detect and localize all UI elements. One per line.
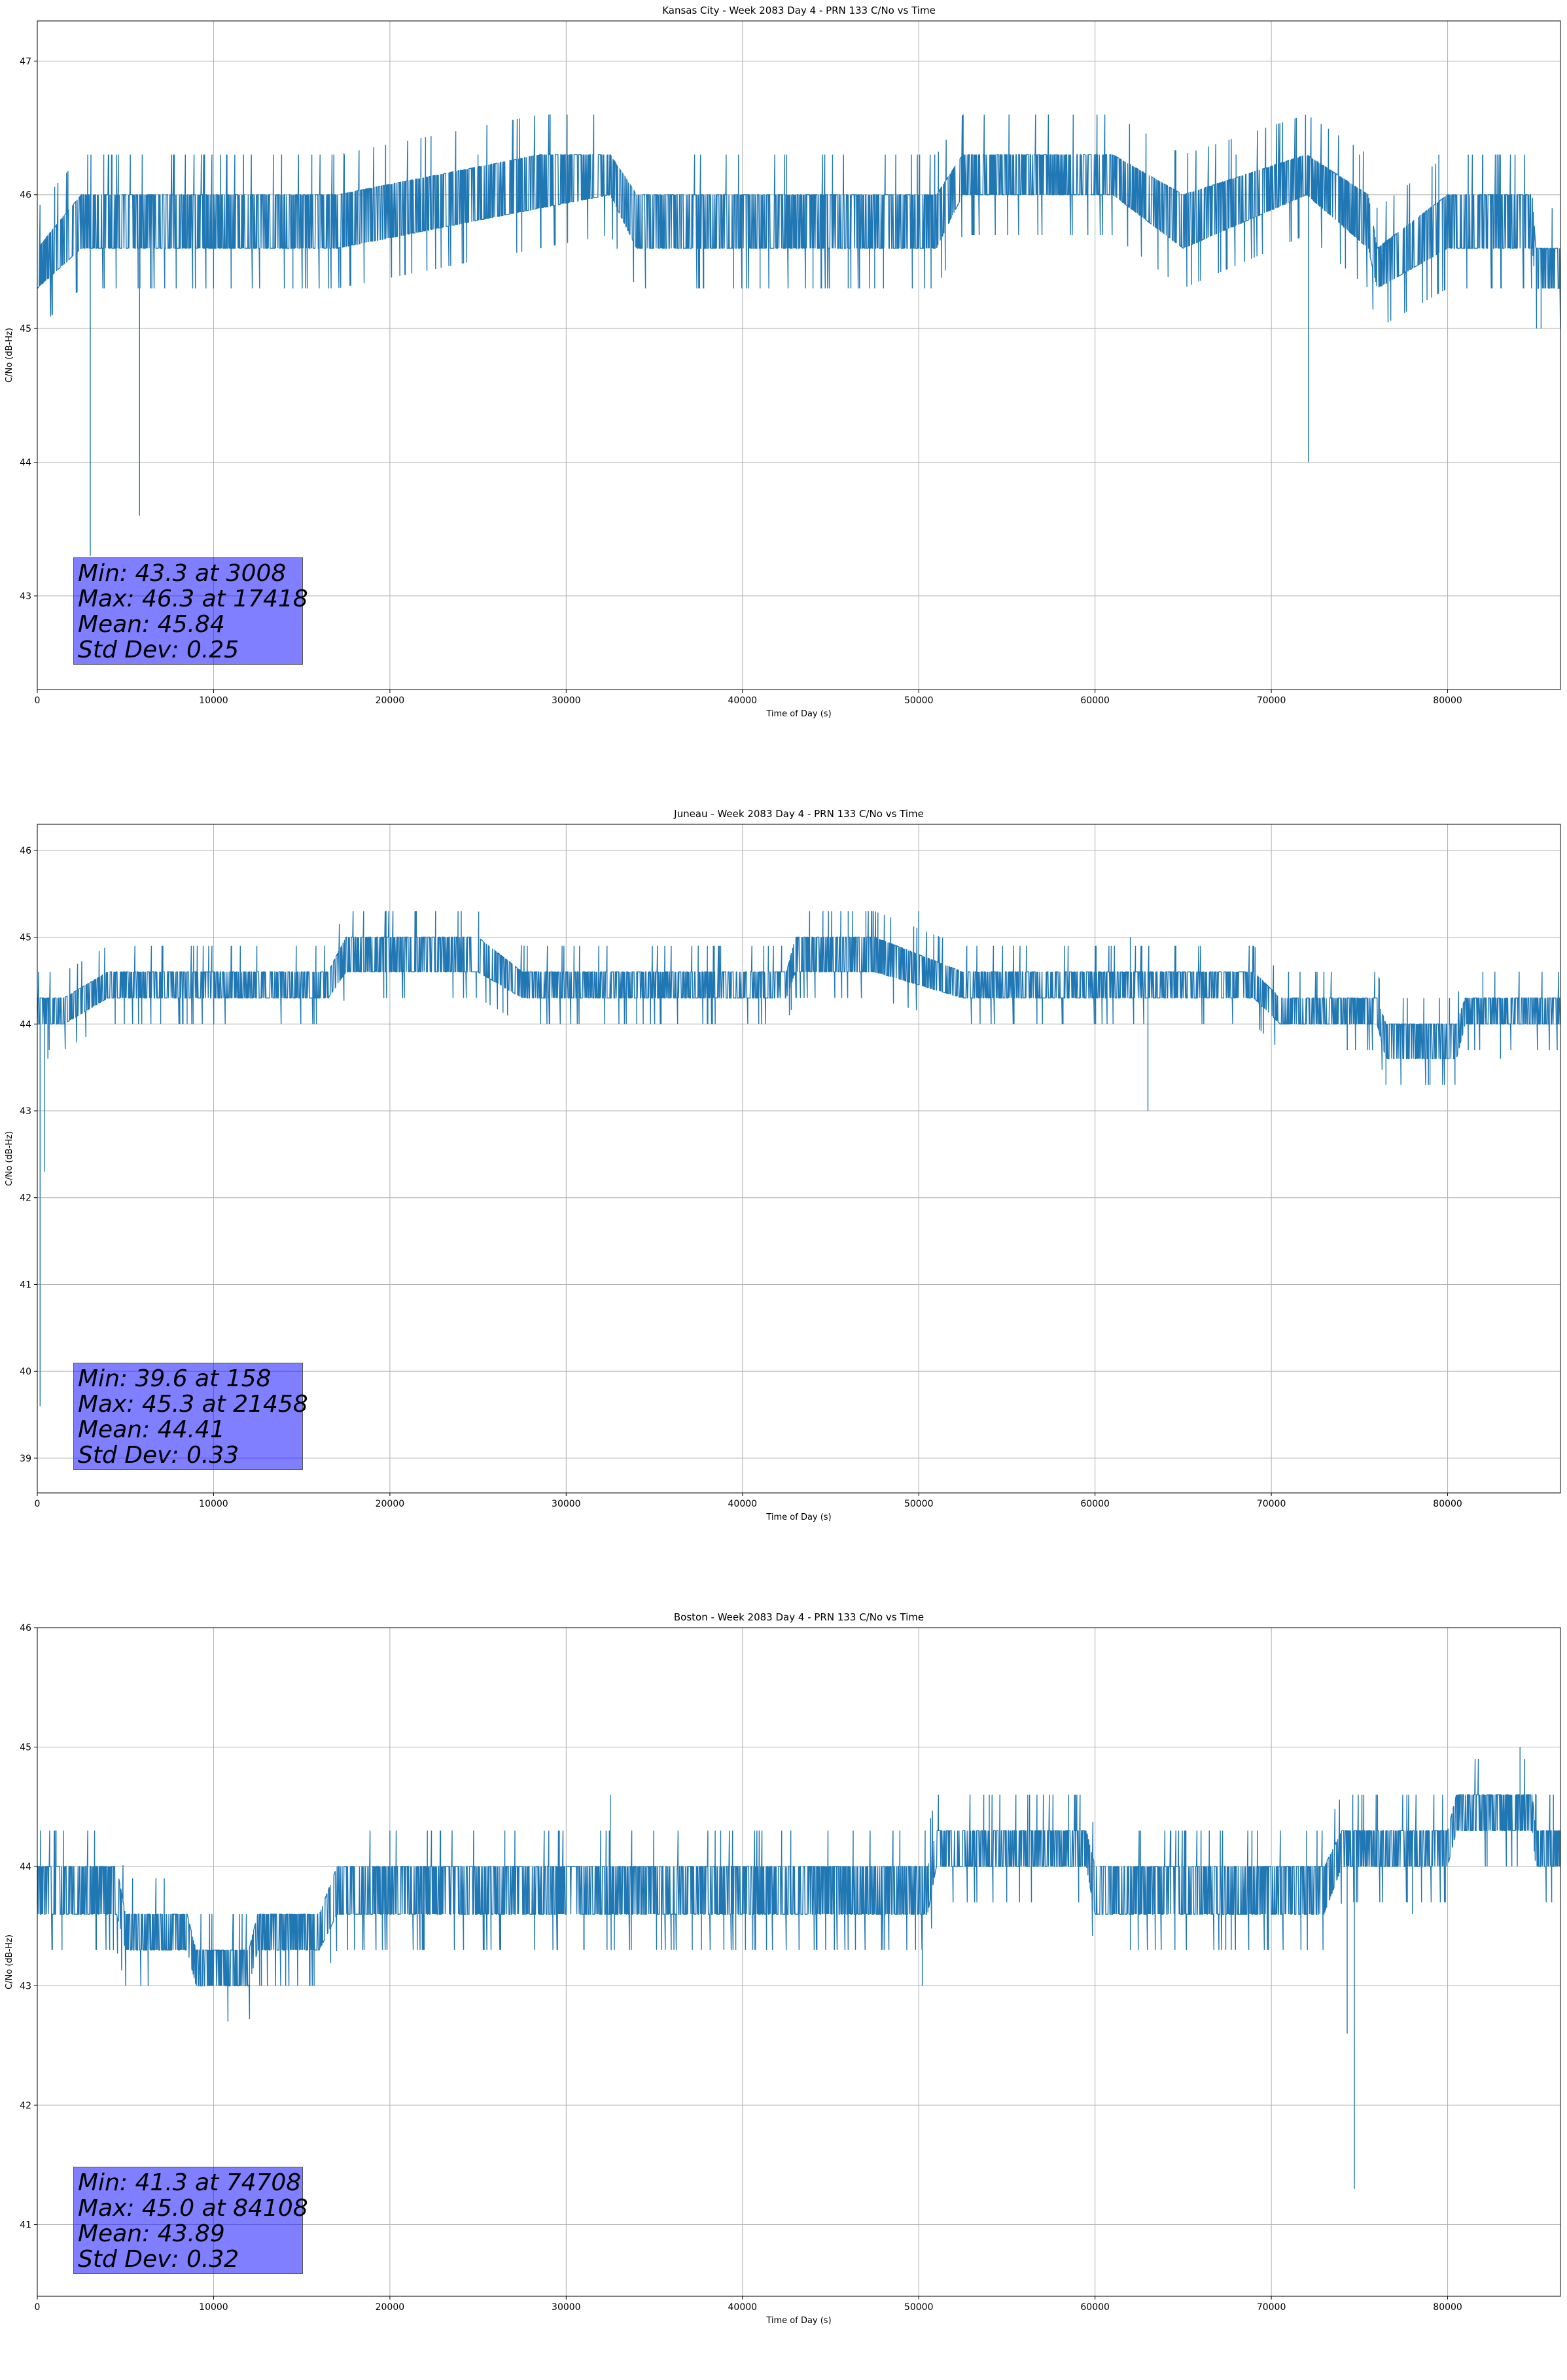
chart-panel-juneau: Juneau - Week 2083 Day 4 - PRN 133 C/No … <box>0 803 1567 1577</box>
x-tick-label: 80000 <box>1433 695 1462 706</box>
stats-max: Max: 46.3 at 17418 <box>78 586 308 612</box>
stats-mean: Mean: 44.41 <box>78 1416 225 1443</box>
x-tick-label: 70000 <box>1257 2302 1286 2313</box>
chart-title: Kansas City - Week 2083 Day 4 - PRN 133 … <box>662 5 936 16</box>
stats-box: Min: 39.6 at 158 Max: 45.3 at 21458 Mean… <box>73 1363 308 1470</box>
x-tick-label: 40000 <box>728 2302 758 2313</box>
x-tick-label: 10000 <box>199 1499 228 1509</box>
y-tick-label: 41 <box>20 1280 31 1290</box>
x-tick-label: 60000 <box>1080 2302 1110 2313</box>
y-tick-label: 44 <box>20 1862 31 1872</box>
series-line <box>37 114 1560 556</box>
y-tick-label: 44 <box>20 458 31 468</box>
stats-box: Min: 43.3 at 3008 Max: 46.3 at 17418 Mea… <box>73 557 308 665</box>
y-axis-label: C/No (dB-Hz) <box>5 328 14 383</box>
x-tick-label: 0 <box>35 695 41 706</box>
y-axis-label: C/No (dB-Hz) <box>5 1131 14 1186</box>
plot-frame <box>37 20 1561 690</box>
chart-title: Juneau - Week 2083 Day 4 - PRN 133 C/No … <box>673 808 924 820</box>
y-gridlines <box>37 60 1560 597</box>
y-tick-label: 45 <box>20 1743 31 1753</box>
x-tick-label: 40000 <box>728 695 758 706</box>
stats-min: Min: 39.6 at 158 <box>78 1365 272 1392</box>
stats-box: Min: 41.3 at 74708 Max: 45.0 at 84108 Me… <box>73 2167 308 2274</box>
stats-max: Max: 45.3 at 21458 <box>78 1391 308 1418</box>
x-tick-label: 10000 <box>199 695 228 706</box>
y-tick-label: 43 <box>20 591 31 602</box>
y-tick-label: 46 <box>20 846 31 856</box>
x-tick-label: 80000 <box>1433 1499 1462 1509</box>
stats-std-dev: Std Dev: 0.32 <box>78 2246 239 2273</box>
x-axis-label: Time of Day (s) <box>766 709 831 719</box>
stats-std-dev: Std Dev: 0.25 <box>78 637 239 663</box>
y-tick-label: 42 <box>20 2101 31 2111</box>
x-tick-label: 70000 <box>1257 1499 1286 1509</box>
x-tick-label: 60000 <box>1080 695 1110 706</box>
x-tick-label: 30000 <box>552 1499 581 1509</box>
y-tick-label: 45 <box>20 324 31 334</box>
chart-title: Boston - Week 2083 Day 4 - PRN 133 C/No … <box>674 1611 924 1623</box>
y-tick-label: 40 <box>20 1367 31 1377</box>
y-tick-label: 43 <box>20 1106 31 1117</box>
stats-mean: Mean: 43.89 <box>78 2220 225 2247</box>
x-tick-label: 70000 <box>1257 695 1286 706</box>
x-tick-label: 20000 <box>376 1499 405 1509</box>
x-axis-label: Time of Day (s) <box>766 1513 831 1522</box>
x-tick-label: 0 <box>35 1499 41 1509</box>
x-tick-label: 30000 <box>552 2302 581 2313</box>
x-tick-label: 0 <box>35 2302 41 2313</box>
chart-svg: Kansas City - Week 2083 Day 4 - PRN 133 … <box>5 5 1561 719</box>
y-tick-label: 47 <box>20 56 31 67</box>
series-line <box>37 1747 1560 2189</box>
plot-frame <box>37 824 1561 1494</box>
y-tick-label: 46 <box>20 1623 31 1634</box>
stats-max: Max: 45.0 at 84108 <box>78 2195 308 2222</box>
x-tick-label: 40000 <box>728 1499 758 1509</box>
x-tick-label: 80000 <box>1433 2302 1462 2313</box>
series-line <box>37 911 1560 1407</box>
x-tick-label: 30000 <box>552 695 581 706</box>
x-tick-label: 20000 <box>376 2302 405 2313</box>
plot-frame <box>37 1627 1561 2297</box>
y-tick-label: 42 <box>20 1193 31 1204</box>
y-tick-label: 45 <box>20 933 31 943</box>
y-tick-label: 41 <box>20 2220 31 2231</box>
stats-std-dev: Std Dev: 0.33 <box>78 1442 239 1469</box>
chart-svg: Boston - Week 2083 Day 4 - PRN 133 C/No … <box>5 1611 1561 2326</box>
y-tick-label: 46 <box>20 190 31 201</box>
x-tick-label: 60000 <box>1080 1499 1110 1509</box>
chart-panel-boston: Boston - Week 2083 Day 4 - PRN 133 C/No … <box>0 1607 1567 2380</box>
y-tick-label: 44 <box>20 1019 31 1030</box>
y-axis-label: C/No (dB-Hz) <box>5 1934 14 1989</box>
x-tick-label: 50000 <box>904 1499 934 1509</box>
x-tick-label: 20000 <box>376 695 405 706</box>
y-tick-label: 43 <box>20 1982 31 1992</box>
stats-min: Min: 43.3 at 3008 <box>78 560 287 587</box>
y-tick-label: 39 <box>20 1454 31 1464</box>
stats-min: Min: 41.3 at 74708 <box>78 2169 302 2196</box>
stats-mean: Mean: 45.84 <box>78 611 225 638</box>
x-tick-label: 50000 <box>904 2302 934 2313</box>
chart-panel-kansas-city: Kansas City - Week 2083 Day 4 - PRN 133 … <box>0 0 1567 773</box>
x-tick-label: 10000 <box>199 2302 228 2313</box>
x-tick-label: 50000 <box>904 695 934 706</box>
